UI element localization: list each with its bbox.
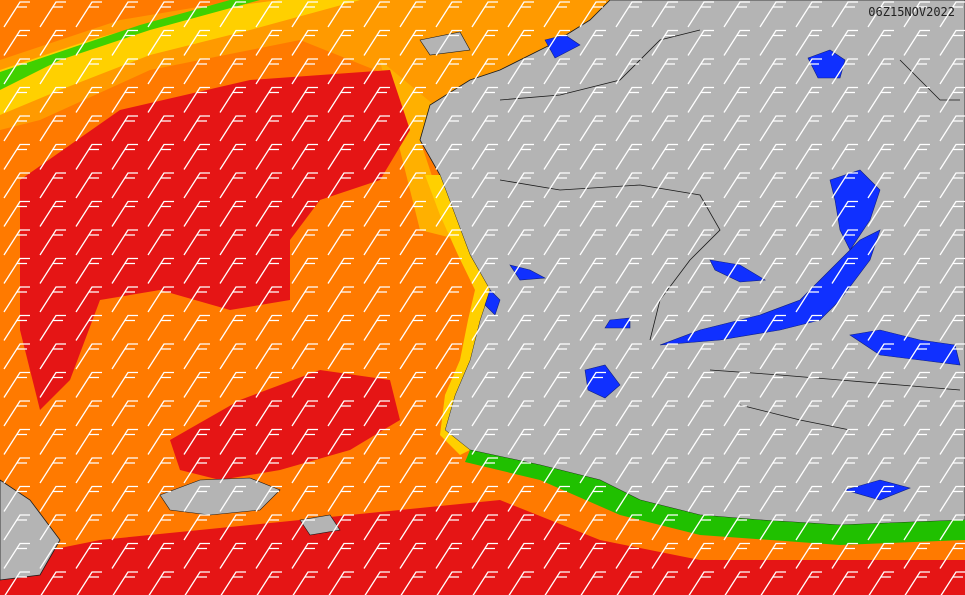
timestamp: 06Z15NOV2022 [868, 5, 955, 19]
